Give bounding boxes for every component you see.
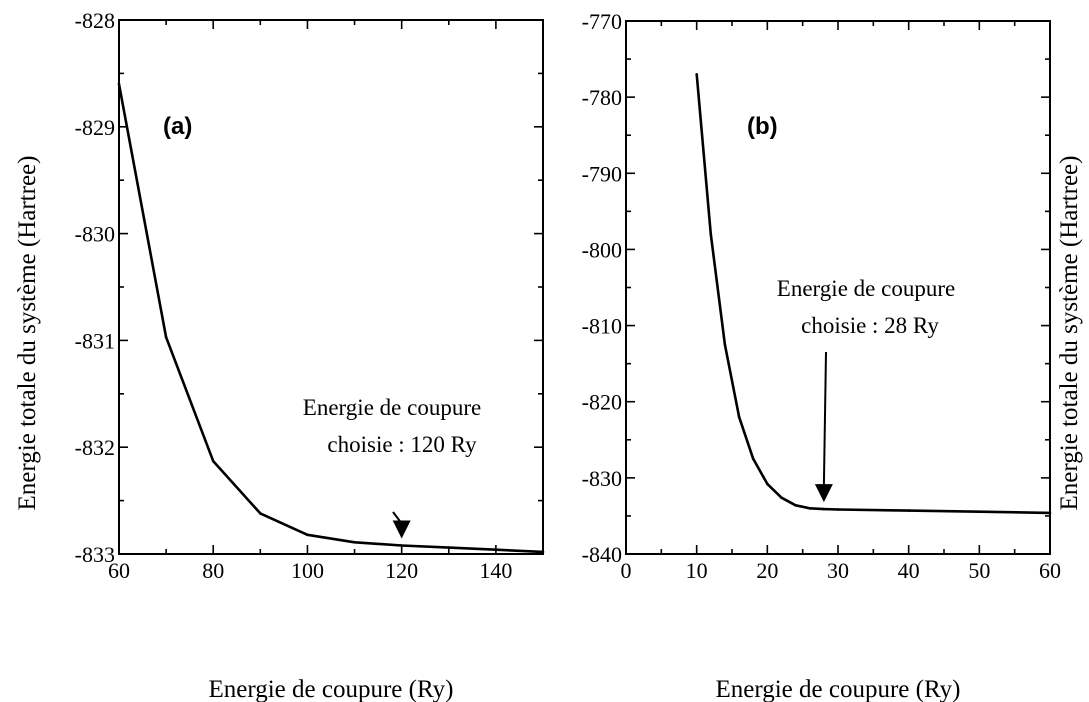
panel-a: 60 80 100 120 140 -828 -829 -830 -831 -832 -833 (a… (14, 8, 545, 702)
y-tick-label-a: -832 (75, 435, 115, 460)
x-tick-label-b: 60 (1039, 558, 1061, 583)
data-point-b (1048, 511, 1052, 515)
data-point-a (447, 546, 451, 549)
x-tick-label-b: 0 (621, 558, 632, 583)
data-point-a (306, 533, 309, 537)
annotation-arrowhead-b (814, 484, 833, 503)
data-point-b (695, 73, 698, 76)
annotation-line-1-b: Energie de coupure (777, 276, 955, 301)
data-point-b (709, 232, 713, 236)
y-tick-label-a: -828 (75, 8, 115, 33)
data-point-b (751, 457, 755, 461)
x-tick-label-a: 120 (385, 558, 418, 583)
x-tick-label-a: 140 (479, 558, 512, 583)
data-point-a (211, 459, 215, 463)
plot-frame-a (118, 19, 544, 555)
data-point-b (766, 482, 769, 486)
y-tick-label-b: -820 (582, 390, 622, 415)
y-tick-label-b: -770 (582, 9, 622, 34)
annotation-arrowhead-a (392, 520, 411, 539)
series-line-a (117, 83, 544, 554)
x-tick-label-a: 80 (202, 558, 224, 583)
y-tick-label-a: -830 (75, 222, 115, 247)
y-axis-title-a: Energie totale du système (Hartree) (14, 156, 41, 511)
data-point-b (836, 508, 840, 511)
data-point-a (494, 548, 498, 552)
data-point-b (737, 415, 741, 419)
x-tick-label-a: 100 (291, 558, 324, 583)
data-point-a (164, 335, 168, 339)
data-points-b (695, 73, 1052, 515)
y-tick-label-b: -800 (582, 237, 622, 262)
data-points-a (117, 82, 545, 554)
annotation-line-1-a: Energie de coupure (303, 395, 481, 420)
data-point-a (117, 82, 121, 86)
x-tick-label-b: 40 (898, 558, 920, 583)
data-point-b (723, 343, 727, 346)
annotation-arrow-b (822, 351, 827, 488)
y-tick-label-a: -829 (75, 115, 115, 140)
x-axis-title-a: Energie de coupure (Ry) (209, 676, 454, 702)
tick-labels-b: 0 10 20 30 40 50 60 -770 -780 -790 -800 -810 -820 -83… (582, 9, 1061, 583)
data-point-a (400, 544, 403, 547)
data-point-a (353, 540, 356, 544)
panel-label-a: (a) (163, 113, 192, 140)
y-tick-label-a: -833 (75, 542, 115, 567)
data-point-b (794, 503, 797, 507)
y-axis-title-b: Energie totale du système (Hartree) (1056, 156, 1083, 511)
panel-b: 0 10 20 30 40 50 60 -770 -780 -790 -800 -810 -820 -83… (582, 9, 1083, 702)
x-axis-title-b: Energie de coupure (Ry) (716, 676, 961, 702)
data-point-a (541, 550, 545, 554)
x-tick-label-b: 30 (827, 558, 849, 583)
tick-marks-a (118, 19, 543, 555)
tick-marks-b (625, 20, 1051, 555)
x-tick-label-b: 50 (968, 558, 990, 583)
y-tick-label-a: -831 (75, 328, 115, 353)
data-point-b (780, 496, 783, 499)
panel-label-b: (b) (747, 113, 778, 140)
x-tick-label-a: 60 (108, 558, 130, 583)
data-point-b (978, 510, 981, 514)
tick-labels-a: 60 80 100 120 140 -828 -829 -830 -831 -832 -833 (75, 8, 513, 583)
data-point-a (259, 512, 262, 515)
data-point-b (907, 509, 910, 512)
series-line-b (695, 74, 1051, 515)
x-tick-label-b: 10 (686, 558, 708, 583)
annotation-line-2-b: choisie : 28 Ry (801, 313, 939, 338)
annotation-line-2-a: choisie : 120 Ry (327, 432, 477, 457)
y-tick-label-b: -790 (582, 161, 622, 186)
y-tick-label-b: -780 (582, 85, 622, 110)
x-tick-label-b: 20 (756, 558, 778, 583)
y-tick-label-b: -830 (582, 466, 622, 491)
data-point-b (808, 507, 812, 510)
y-tick-label-b: -810 (582, 314, 622, 339)
data-point-b (822, 507, 826, 511)
y-tick-label-b: -840 (582, 542, 622, 567)
